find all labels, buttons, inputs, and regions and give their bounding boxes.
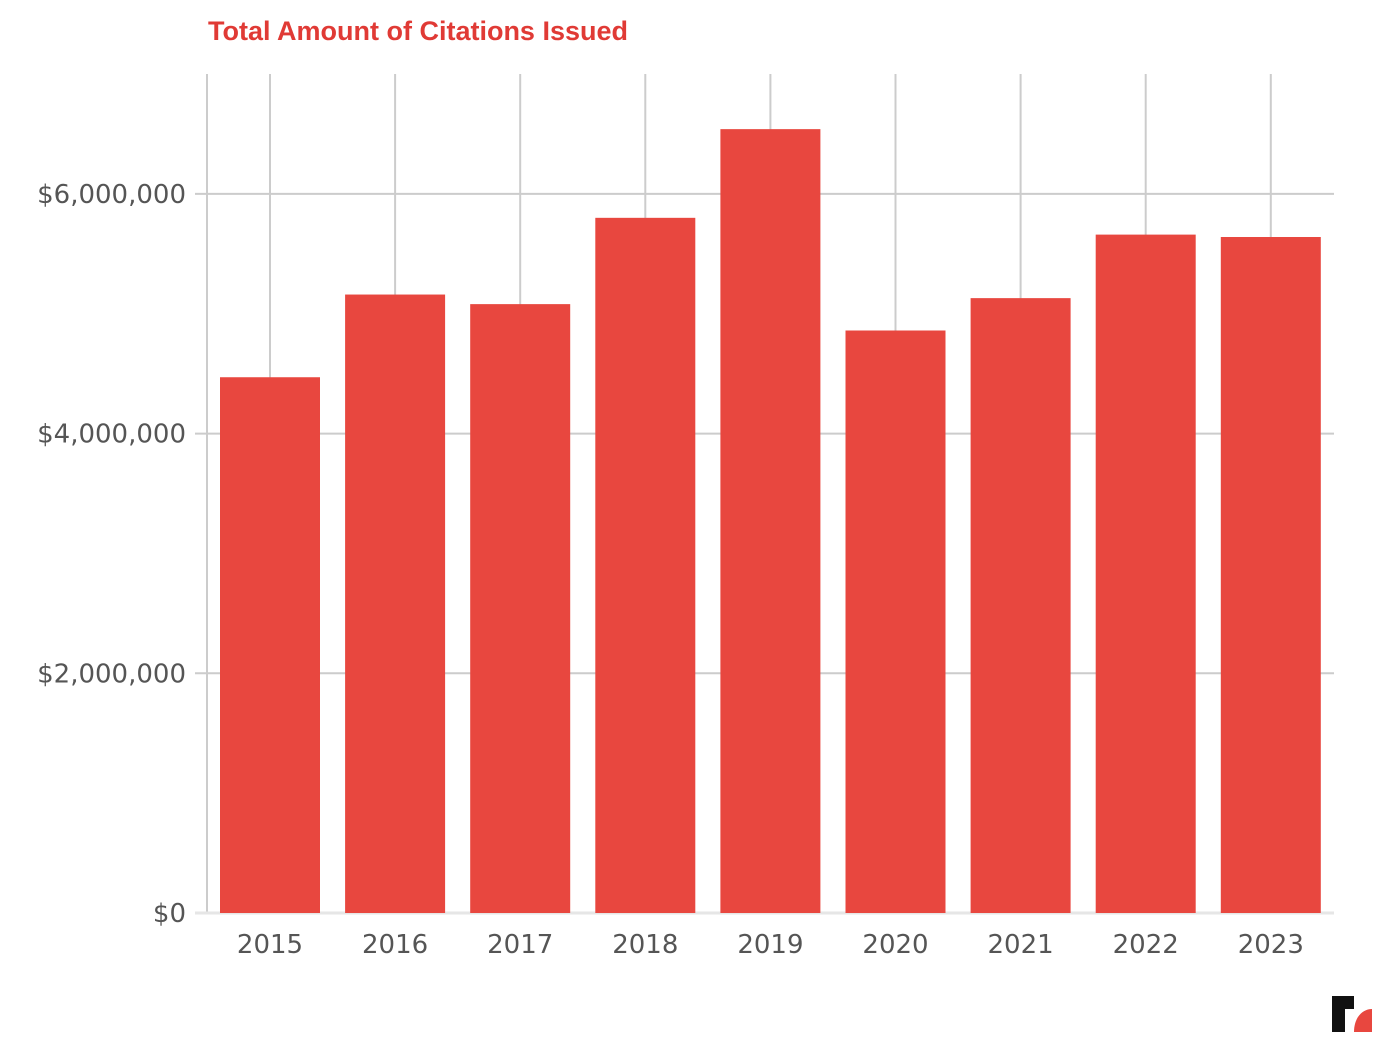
- bar-2023: [1220, 237, 1321, 913]
- x-tick-label: 2015: [237, 930, 303, 960]
- bar-2015: [220, 377, 320, 913]
- x-tick-label: 2021: [988, 930, 1054, 960]
- logo-black-shape: [1332, 996, 1354, 1032]
- x-tick-label: 2023: [1238, 930, 1304, 960]
- x-tick-label: 2017: [487, 930, 553, 960]
- x-tick-label: 2020: [862, 930, 928, 960]
- y-tick-label: $6,000,000: [37, 180, 186, 210]
- x-tick-label: 2016: [362, 930, 428, 960]
- x-tick-label: 2018: [612, 930, 678, 960]
- y-tick-label: $4,000,000: [37, 420, 186, 450]
- y-tick-label: $0: [153, 899, 186, 929]
- bar-2016: [345, 294, 446, 914]
- bar-2019: [720, 129, 821, 914]
- x-axis-ticks: 2015 2016 2017 2018 2019 2020 2021 2022 2023: [237, 930, 1304, 960]
- bar-2021: [970, 298, 1071, 914]
- bar-2022: [1095, 234, 1196, 913]
- y-tick-label: $2,000,000: [37, 659, 186, 689]
- bar-2020: [845, 330, 946, 914]
- bar-2017: [470, 304, 571, 913]
- logo-red-shape: [1354, 1009, 1372, 1032]
- x-tick-label: 2022: [1113, 930, 1179, 960]
- bar-2018: [595, 217, 696, 914]
- y-axis-ticks: $0 $2,000,000 $4,000,000 $6,000,000: [37, 180, 186, 929]
- brand-r-logo-icon: [1332, 996, 1372, 1032]
- x-tick-label: 2019: [737, 930, 803, 960]
- chart-title: Total Amount of Citations Issued: [208, 16, 628, 46]
- bars-layer: [220, 129, 1321, 914]
